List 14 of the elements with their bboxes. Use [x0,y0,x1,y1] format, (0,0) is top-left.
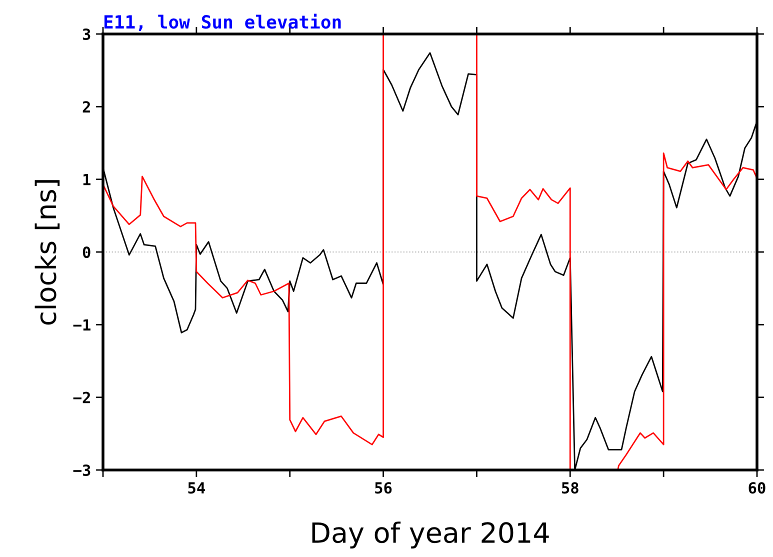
x-axis-title: Day of year 2014 [312,522,549,548]
y-tick-label: 1 [83,174,90,186]
x-tick-label: 56 [375,482,392,494]
y-tick-label: 2 [82,101,90,112]
y-tick-label: 0 [82,246,90,258]
y-tick-label: −1 [73,319,90,330]
y-tick-label: 3 [82,28,90,40]
x-tick-label: 54 [188,482,205,494]
y-axis-title: clocks [ns] [34,180,60,325]
x-tick-label: 58 [562,482,578,494]
x-tick-label: 60 [748,482,766,494]
y-tick-label: −3 [73,464,90,476]
y-tick-label: −2 [73,392,90,404]
chart-title: E11, low Sun elevation [104,14,341,31]
